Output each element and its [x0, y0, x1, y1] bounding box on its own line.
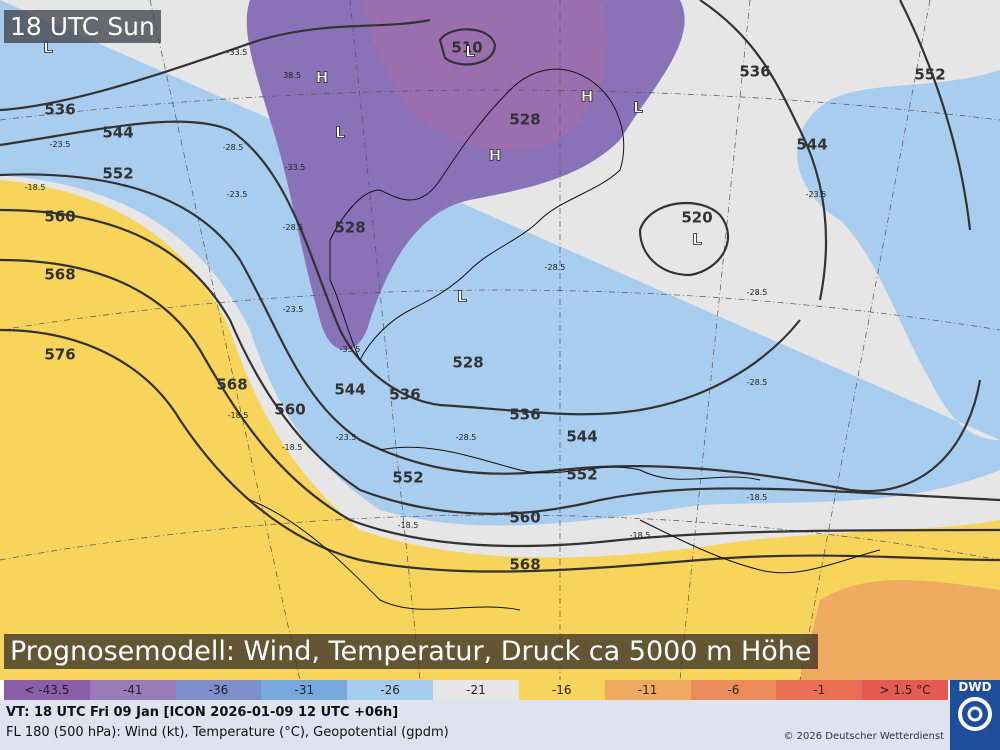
legend-swatch: -41: [89, 680, 176, 700]
contour-label: 560: [44, 208, 75, 226]
isohypse: [638, 201, 730, 277]
temperature-label: -18.5: [747, 493, 768, 502]
copyright: © 2026 Deutscher Wetterdienst: [783, 731, 944, 742]
contour-label: 552: [914, 66, 945, 84]
isohypse: [0, 173, 982, 493]
temperature-label: -23.5: [336, 433, 357, 442]
contour-label: 576: [44, 346, 75, 364]
temperature-label: -18.5: [228, 411, 249, 420]
contour-label: 560: [274, 401, 305, 419]
pressure-center: L: [633, 99, 643, 117]
contour-label: 528: [334, 219, 365, 237]
coastline: [249, 68, 881, 611]
level-info: FL 180 (500 hPa): Wind (kt), Temperature…: [6, 725, 449, 740]
temperature-label-layer: -33.5 38.5 -28.5 -33.5 -23.5 -28.5 -33.5 -28.5 -…: [25, 48, 827, 540]
contour-label: 510: [451, 39, 482, 57]
pressure-center: L: [457, 288, 467, 306]
pressure-center: H: [489, 147, 502, 165]
temperature-label: -23.5: [50, 140, 71, 149]
legend-swatch: -26: [347, 680, 434, 700]
isohypse: [699, 0, 972, 301]
contour-label: 536: [739, 63, 770, 81]
temperature-label: -23.5: [227, 190, 248, 199]
legend-swatch: -36: [175, 680, 262, 700]
legend-swatch: -6: [690, 680, 777, 700]
temperature-label: -28.5: [456, 433, 477, 442]
temperature-label: -18.5: [25, 183, 46, 192]
field-minus41: [360, 0, 608, 151]
pressure-center: L: [692, 231, 702, 249]
contour-label: 552: [566, 466, 597, 484]
isohypse: [438, 28, 497, 66]
graticule: [0, 0, 1000, 680]
contour-label: 528: [509, 111, 540, 129]
temperature-label: -28.5: [283, 223, 304, 232]
temperature-label: -18.5: [630, 531, 651, 540]
pressure-center: L: [43, 39, 53, 57]
pressure-center: L: [335, 124, 345, 142]
contour-label: 544: [102, 124, 133, 142]
footer: VT: 18 UTC Fri 09 Jan [ICON 2026-01-09 1…: [0, 700, 950, 750]
legend-swatch: < -43.5: [4, 680, 90, 700]
contour-label: 536: [44, 101, 75, 119]
isohypse: [0, 328, 1000, 573]
temperature-label: 38.5: [283, 71, 301, 80]
contour-label: 544: [796, 136, 827, 154]
temperature-label: -18.5: [398, 521, 419, 530]
legend-swatch: -31: [261, 680, 348, 700]
contour-label: 520: [681, 209, 712, 227]
contour-label: 560: [509, 509, 540, 527]
contour-label: 568: [44, 266, 75, 284]
temperature-label: -33.5: [340, 345, 361, 354]
temperature-label: -23.5: [283, 305, 304, 314]
contour-label: 544: [566, 428, 597, 446]
isohypse: [0, 208, 1000, 516]
temperature-label: -33.5: [227, 48, 248, 57]
contour-label: 568: [216, 376, 247, 394]
contour-label: 528: [452, 354, 483, 372]
temperature-label: -28.5: [747, 378, 768, 387]
field-minus11: [800, 580, 1000, 680]
legend-swatch: -16: [518, 680, 605, 700]
temperature-label: -33.5: [285, 163, 306, 172]
isohypse: [0, 120, 801, 416]
logo-text: DWD: [958, 680, 992, 694]
logo-icon: [958, 697, 992, 731]
temperature-label: -28.5: [747, 288, 768, 297]
legend-swatch: -1: [776, 680, 863, 700]
legend-swatch: > 1.5 °C: [862, 680, 948, 700]
legend-swatch: -21: [433, 680, 519, 700]
contour-label: 552: [102, 165, 133, 183]
contour-label: 536: [389, 386, 420, 404]
pressure-center-layer: L L H H L L H L L: [43, 38, 703, 306]
contour-label: 552: [392, 469, 423, 487]
contour-label-layer: 536 544 552 560 568 576 510 528 528 520 536 544 552 5…: [44, 39, 945, 574]
field-east: [0, 0, 1000, 440]
dwd-logo: DWD: [950, 680, 1000, 750]
isohypse: [0, 18, 431, 112]
temperature-label: -28.5: [545, 263, 566, 272]
valid-time: VT: 18 UTC Fri 09 Jan [ICON 2026-01-09 1…: [6, 705, 399, 720]
pressure-center: H: [316, 69, 329, 87]
color-legend: < -43.5 -41 -36 -31 -26 -21 -16 -11 -6 -1 > 1.5 °C: [4, 680, 948, 700]
legend-swatch: -11: [604, 680, 691, 700]
pressure-center: L: [465, 43, 475, 61]
time-label: 18 UTC Sun: [4, 10, 161, 43]
isohypse: [0, 258, 1000, 548]
pressure-center: H: [581, 88, 594, 106]
temperature-label: -23.5: [806, 190, 827, 199]
weather-map: 536 544 552 560 568 576 510 528 528 520 536 544 552 5…: [0, 0, 1000, 680]
contour-label: 544: [334, 381, 365, 399]
contour-label: 568: [509, 556, 540, 574]
temperature-label: -18.5: [282, 443, 303, 452]
contour-label: 536: [509, 406, 540, 424]
field-minus16: [0, 180, 1000, 680]
banner: Prognosemodell: Wind, Temperatur, Druck …: [4, 634, 818, 669]
temperature-label: -28.5: [223, 143, 244, 152]
